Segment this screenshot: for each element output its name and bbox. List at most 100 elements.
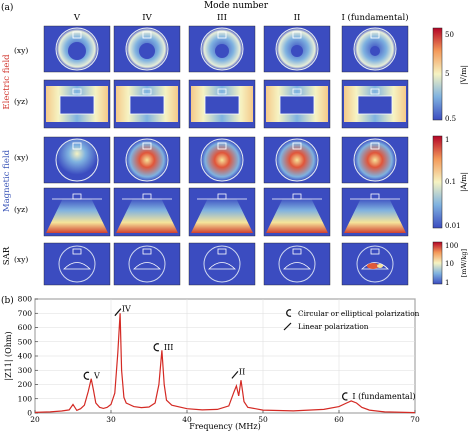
y-axis-label: |Z11| (Ohm)	[4, 331, 13, 380]
tile-exy-4	[263, 25, 331, 73]
annotation-mode-2: IV	[114, 305, 131, 317]
colorbar-magnetic-unit: |A/m|	[459, 172, 468, 192]
tile-hxy-3	[188, 136, 256, 184]
column-headers: V IV III II I (fundamental)	[73, 12, 409, 23]
y-tick-label: 500	[18, 337, 33, 346]
column-header-1: V	[73, 13, 81, 23]
colorbar-sar: 100 10 1 [mW/kg]	[432, 241, 468, 287]
tile-sar-5	[341, 242, 409, 286]
tile-exy-2	[113, 25, 181, 73]
tile-sar-2	[113, 242, 181, 286]
y-tick-label: 0	[27, 409, 32, 418]
colorbar-electric-tick-mid: 5	[445, 70, 449, 78]
legend-circular-label: Circular or elliptical polarization	[298, 309, 420, 318]
annotation-label: I (fundamental)	[352, 392, 415, 401]
tile-hxy-1	[43, 136, 111, 184]
legend: Circular or elliptical polarization Line…	[283, 309, 420, 331]
colorbar-sar-tick-low: 1	[445, 279, 449, 287]
tile-exy-1	[43, 25, 111, 73]
x-tick-label: 40	[182, 415, 192, 424]
colorbar-sar-tick-mid: 10	[445, 260, 454, 268]
tile-sar-4	[263, 242, 331, 286]
x-tick-label: 70	[410, 415, 420, 424]
electric-field-label: Electric field	[2, 54, 12, 110]
tile-exy-5	[341, 25, 409, 73]
annotation-mode-4: II	[231, 367, 245, 379]
column-header-3: III	[217, 13, 227, 23]
tile-eyz-1	[43, 79, 111, 129]
y-tick-label: 600	[18, 323, 33, 332]
tile-hyz-2	[113, 187, 181, 237]
tile-eyz-2	[113, 79, 181, 129]
y-tick-label: 400	[18, 352, 33, 361]
sar-label: SAR	[2, 246, 12, 265]
y-tick-label: 700	[18, 309, 33, 318]
tile-sar-1	[43, 242, 111, 286]
mode-number-title: Mode number	[204, 1, 269, 11]
colorbar-sar-tick-high: 100	[445, 242, 458, 250]
annotation-mode-3: III	[153, 343, 173, 352]
impedance-curve	[34, 313, 416, 414]
circular-polarization-icon	[83, 371, 90, 380]
tile-hyz-3	[188, 187, 256, 237]
tile-sar-3	[188, 242, 256, 286]
colorbar-electric-tick-low: 0.5	[445, 115, 456, 123]
tile-exy-3	[188, 25, 256, 73]
annotation-label: III	[164, 343, 173, 352]
annotation-mode-1: V	[83, 371, 100, 381]
legend-circular-icon	[286, 309, 292, 317]
field-tiles	[43, 25, 409, 286]
y-tick-label: 100	[18, 394, 33, 403]
row-label-sar-xy: (xy)	[14, 255, 28, 264]
panel-a-label: (a)	[1, 2, 13, 13]
x-tick-label: 50	[258, 415, 268, 424]
colorbar-magnetic-tick-high: 1	[445, 136, 449, 144]
colorbar-magnetic: 1 0.1 0.01 |A/m|	[432, 135, 468, 230]
x-tick-label: 20	[30, 415, 40, 424]
tile-eyz-3	[188, 79, 256, 129]
tile-eyz-5	[341, 79, 409, 129]
colorbar-sar-unit: [mW/kg]	[460, 249, 468, 277]
row-label-h-xy: (xy)	[14, 153, 28, 162]
colorbar-electric: 50 5 0.5 |V/m|	[432, 27, 468, 123]
annotation-mode-5: I (fundamental)	[342, 392, 416, 401]
y-tick-label: 800	[18, 295, 33, 304]
colorbar-magnetic-tick-low: 0.01	[445, 222, 461, 230]
colorbar-electric-tick-high: 50	[445, 31, 454, 39]
legend-linear-icon	[283, 322, 292, 331]
annotation-label: II	[239, 367, 245, 376]
colorbar-magnetic-tick-mid: 0.1	[445, 178, 456, 186]
row-label-e-yz: (yz)	[14, 97, 28, 106]
y-ticks: 0 100 200 300 400 500 600 700 800	[18, 295, 38, 418]
tile-hyz-1	[43, 187, 111, 237]
magnetic-field-label: Magnetic field	[2, 149, 12, 212]
annotation-label: V	[93, 372, 100, 381]
y-tick-label: 300	[18, 366, 33, 375]
tile-hyz-5	[341, 187, 409, 237]
tile-eyz-4	[263, 79, 331, 129]
x-axis-label: Frequency (MHz)	[189, 422, 260, 431]
row-label-h-yz: (yz)	[14, 205, 28, 214]
colorbar-electric-unit: |V/m|	[459, 65, 468, 85]
row-label-e-xy: (xy)	[14, 46, 28, 55]
linear-polarization-icon	[114, 308, 122, 317]
circular-polarization-icon	[153, 343, 160, 352]
column-header-2: IV	[142, 13, 152, 23]
tile-hxy-5	[341, 136, 409, 184]
tile-hyz-4	[263, 187, 331, 237]
column-header-4: II	[294, 13, 301, 23]
circular-polarization-icon	[342, 392, 348, 401]
impedance-plot: 20 30 40 50 60 70 0 100 200 300 400 500 600 700 800 V…	[4, 295, 420, 431]
tile-hxy-2	[113, 136, 181, 184]
annotation-label: IV	[122, 305, 131, 314]
tile-hxy-4	[263, 136, 331, 184]
column-header-5: I (fundamental)	[341, 12, 408, 23]
x-tick-label: 30	[106, 415, 116, 424]
x-tick-label: 60	[334, 415, 344, 424]
legend-linear-label: Linear polarization	[298, 322, 369, 331]
linear-polarization-icon	[231, 370, 239, 379]
y-tick-label: 200	[18, 380, 33, 389]
panel-b-label: (b)	[1, 295, 14, 306]
